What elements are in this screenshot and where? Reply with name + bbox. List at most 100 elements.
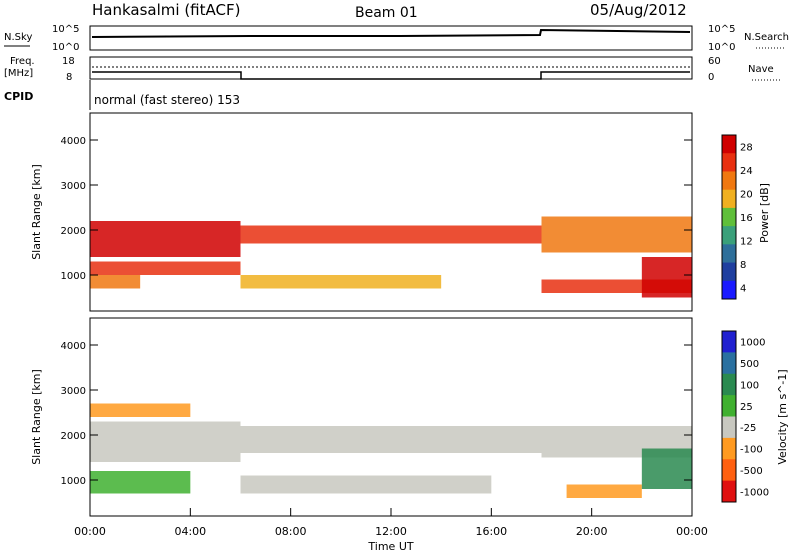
time-tick-label-1: 04:00 bbox=[174, 525, 206, 538]
nave-label: Nave bbox=[748, 64, 774, 75]
velocity-y-label: Slant Range [km] bbox=[30, 369, 43, 465]
power-ytick-label-2: 2000 bbox=[61, 226, 86, 237]
power-band-0 bbox=[90, 221, 241, 257]
velocity-colorbar-swatch-5 bbox=[722, 437, 736, 460]
power-ytick-label-3: 1000 bbox=[61, 271, 86, 282]
power-band-7 bbox=[641, 257, 692, 298]
velocity-colorbar-tick-5: -100 bbox=[740, 445, 763, 456]
power-band-1 bbox=[90, 261, 241, 275]
time-tick-label-4: 16:00 bbox=[475, 525, 507, 538]
cpid-label: CPID bbox=[4, 90, 33, 103]
power-colorbar-swatch-0 bbox=[722, 135, 736, 154]
power-colorbar-tick-3: 16 bbox=[740, 213, 753, 224]
power-panel-frame bbox=[89, 112, 693, 312]
velocity-colorbar-frame bbox=[721, 330, 737, 503]
velocity-colorbar-swatch-1 bbox=[722, 352, 736, 375]
freq-tick-top: 18 bbox=[62, 56, 75, 67]
power-band-3 bbox=[240, 225, 542, 244]
power-colorbar-label: Power [dB] bbox=[758, 183, 771, 243]
freq-label-line2: [MHz] bbox=[4, 68, 33, 79]
time-tick-label-0: 00:00 bbox=[74, 525, 106, 538]
velocity-ytick-label-0: 4000 bbox=[61, 341, 86, 352]
noise-right-label: N.Search bbox=[744, 32, 789, 43]
beam-label: Beam 01 bbox=[355, 5, 418, 21]
cpid-text: normal (fast stereo) 153 bbox=[94, 93, 240, 107]
velocity-colorbar-swatch-2 bbox=[722, 373, 736, 396]
velocity-colorbar-swatch-3 bbox=[722, 395, 736, 417]
freq-tick-bottom: 8 bbox=[66, 72, 72, 83]
power-colorbar-swatch-5 bbox=[722, 226, 736, 245]
velocity-band-6 bbox=[566, 484, 642, 498]
velocity-colorbar-tick-7: -1000 bbox=[740, 487, 769, 498]
nave-tick-top: 60 bbox=[708, 56, 721, 67]
power-colorbar-tick-4: 12 bbox=[740, 236, 753, 247]
power-colorbar-tick-2: 20 bbox=[740, 190, 753, 201]
power-y-ticks: 4000 3000 2000 1000 bbox=[61, 136, 692, 282]
power-band-4 bbox=[240, 275, 442, 289]
noise-left-tick-bottom: 10^0 bbox=[52, 42, 79, 53]
velocity-colorbar-tick-4: -25 bbox=[740, 423, 756, 434]
power-colorbar-swatch-7 bbox=[722, 262, 736, 282]
power-colorbar-tick-1: 24 bbox=[740, 166, 753, 177]
power-colorbar-swatch-2 bbox=[722, 171, 736, 191]
power-ytick-label-1: 3000 bbox=[61, 181, 86, 192]
power-ytick-label-0: 4000 bbox=[61, 136, 86, 147]
velocity-band-4 bbox=[240, 475, 492, 494]
velocity-ytick-label-1: 3000 bbox=[61, 386, 86, 397]
station-title: Hankasalmi (fitACF) bbox=[92, 1, 240, 19]
noise-right-tick-bottom: 10^0 bbox=[708, 42, 735, 53]
velocity-colorbar-swatch-4 bbox=[722, 416, 736, 439]
nave-tick-bottom: 0 bbox=[708, 72, 714, 83]
power-band-2 bbox=[90, 275, 141, 289]
velocity-band-7 bbox=[641, 448, 692, 489]
power-heatmap bbox=[90, 216, 692, 298]
time-tick-label-5: 20:00 bbox=[576, 525, 608, 538]
velocity-band-3 bbox=[240, 426, 542, 453]
velocity-colorbar-tick-6: -500 bbox=[740, 466, 763, 477]
velocity-band-1 bbox=[90, 403, 191, 417]
time-tick-label-3: 12:00 bbox=[375, 525, 407, 538]
velocity-colorbar-tick-3: 25 bbox=[740, 402, 753, 413]
power-colorbar-swatch-6 bbox=[722, 244, 736, 264]
time-axis-label: Time UT bbox=[367, 540, 413, 553]
date-label: 05/Aug/2012 bbox=[590, 1, 687, 19]
velocity-colorbar-tick-2: 100 bbox=[740, 380, 759, 391]
velocity-ytick-label-3: 1000 bbox=[61, 476, 86, 487]
power-y-label: Slant Range [km] bbox=[30, 164, 43, 260]
velocity-colorbar-tick-0: 1000 bbox=[740, 338, 765, 349]
velocity-heatmap bbox=[90, 403, 692, 498]
power-colorbar-frame bbox=[721, 134, 737, 300]
power-colorbar-swatch-3 bbox=[722, 189, 736, 209]
power-colorbar: 28 24 20 16 12 8 4 bbox=[721, 134, 753, 300]
freq-trace bbox=[92, 71, 690, 80]
velocity-colorbar-swatch-6 bbox=[722, 459, 736, 482]
velocity-colorbar: 1000 500 100 25 -25 -100 -500 -1000 bbox=[721, 330, 769, 503]
time-axis-ticks: 00:00 04:00 08:00 12:00 16:00 20:00 00:00 bbox=[74, 508, 708, 538]
noise-left-label: N.Sky bbox=[4, 32, 32, 43]
velocity-ytick-label-2: 2000 bbox=[61, 431, 86, 442]
freq-panel-frame bbox=[89, 56, 693, 80]
velocity-colorbar-swatch-7 bbox=[722, 480, 736, 503]
power-colorbar-swatch-8 bbox=[722, 280, 736, 300]
power-colorbar-tick-6: 4 bbox=[740, 283, 746, 294]
noise-right-tick-top: 10^5 bbox=[708, 24, 735, 35]
velocity-y-ticks: 4000 3000 2000 1000 bbox=[61, 341, 692, 487]
power-colorbar-swatch-4 bbox=[722, 207, 736, 227]
velocity-band-2 bbox=[90, 471, 191, 494]
power-colorbar-swatch-1 bbox=[722, 153, 736, 172]
power-colorbar-tick-5: 8 bbox=[740, 260, 746, 271]
time-tick-label-6: 00:00 bbox=[676, 525, 708, 538]
time-tick-label-2: 08:00 bbox=[275, 525, 307, 538]
noise-left-tick-top: 10^5 bbox=[52, 24, 79, 35]
freq-label-line1: Freq. bbox=[10, 56, 35, 67]
velocity-band-0 bbox=[90, 421, 241, 462]
power-band-5 bbox=[541, 216, 692, 253]
power-colorbar-tick-0: 28 bbox=[740, 143, 753, 154]
velocity-colorbar-swatch-0 bbox=[722, 331, 736, 353]
velocity-colorbar-tick-1: 500 bbox=[740, 359, 759, 370]
noise-sky-trace bbox=[91, 28, 691, 38]
noise-panel-frame bbox=[89, 25, 693, 51]
velocity-colorbar-label: Velocity [m s^-1] bbox=[776, 369, 789, 464]
